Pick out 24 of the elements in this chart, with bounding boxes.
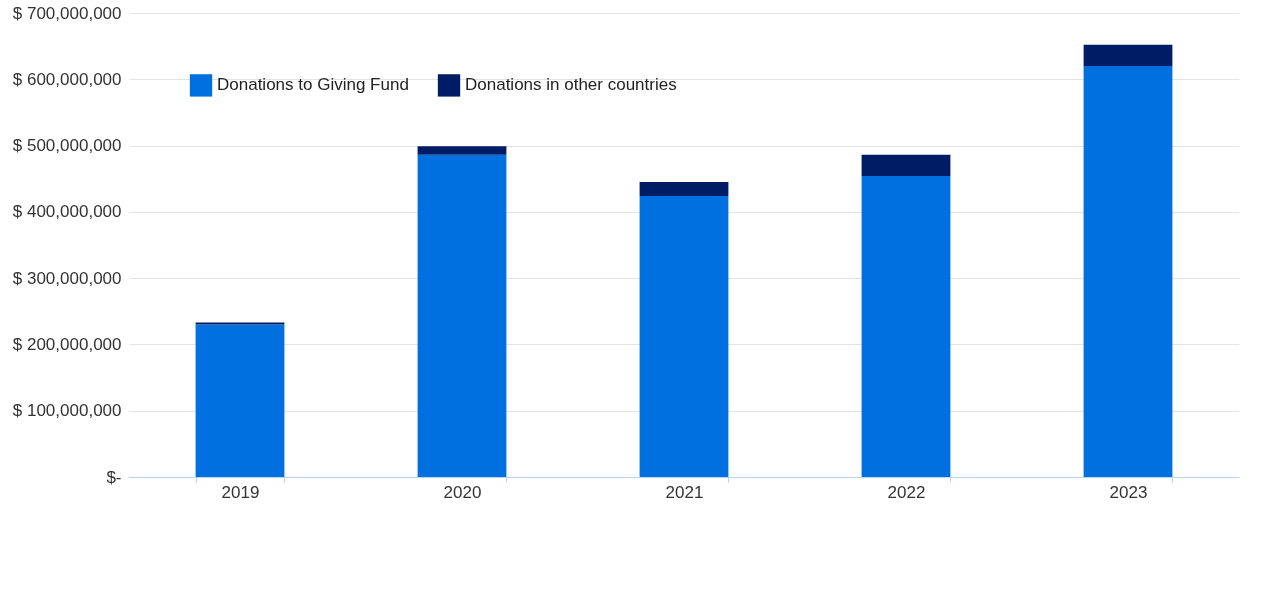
y-tick-label: $ 200,000,000 bbox=[12, 334, 122, 354]
y-tick-label: $ 600,000,000 bbox=[12, 69, 122, 89]
bar bbox=[861, 154, 951, 177]
x-tick-label: 2023 bbox=[1109, 482, 1148, 502]
bar bbox=[417, 154, 507, 477]
x-tick-label: 2021 bbox=[665, 482, 704, 502]
bar bbox=[861, 176, 951, 477]
y-tick-label: $ 300,000,000 bbox=[12, 268, 122, 288]
legend-label: Donations to Giving Fund bbox=[217, 75, 409, 95]
y-tick-label: $ 500,000,000 bbox=[12, 136, 122, 156]
bar bbox=[639, 182, 729, 196]
x-tick-label: 2020 bbox=[443, 482, 482, 502]
bar bbox=[1083, 66, 1173, 477]
x-tick-label: 2022 bbox=[887, 482, 926, 502]
legend-label: Donations in other countries bbox=[465, 75, 677, 95]
bar bbox=[1083, 44, 1173, 67]
x-tick-label: 2019 bbox=[221, 482, 260, 502]
bar bbox=[195, 324, 285, 477]
y-tick-label: $ 100,000,000 bbox=[12, 401, 122, 421]
y-tick-label: $ 700,000,000 bbox=[12, 3, 122, 23]
bar bbox=[639, 195, 729, 477]
bar bbox=[417, 146, 507, 155]
y-tick-label: $ 400,000,000 bbox=[12, 202, 122, 222]
y-tick-label: $- bbox=[106, 467, 122, 487]
